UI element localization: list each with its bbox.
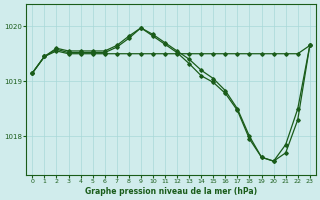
X-axis label: Graphe pression niveau de la mer (hPa): Graphe pression niveau de la mer (hPa) — [85, 187, 257, 196]
